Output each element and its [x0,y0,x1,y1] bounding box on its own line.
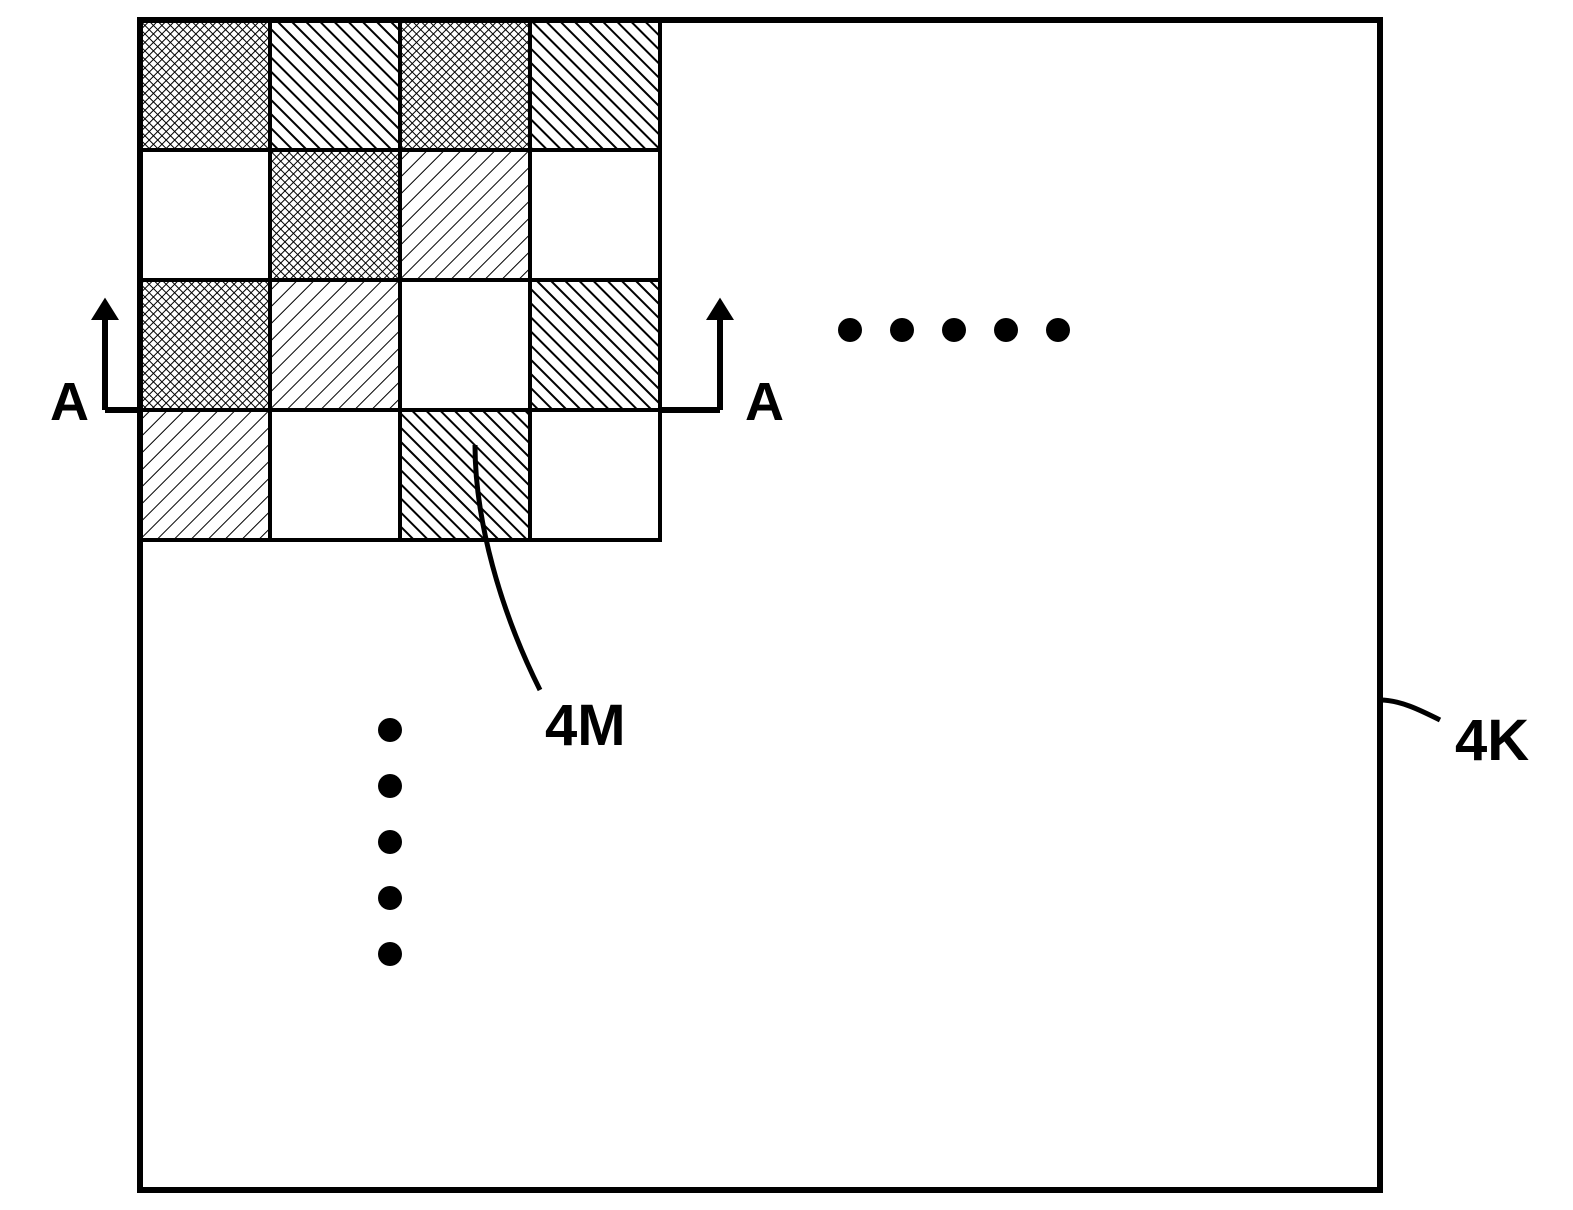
v-continuation-dot [378,718,402,742]
outer-leader [1380,700,1440,720]
grid-cell-r1-c3 [530,150,660,280]
grid-cell-r0-c0 [140,20,270,150]
h-continuation-dot [994,318,1018,342]
h-continuation-dot [890,318,914,342]
grid-cell-r3-c0 [140,410,270,540]
inner-label: 4M [545,693,626,758]
grid-cell-r3-c2 [400,410,530,540]
v-continuation-dot [378,830,402,854]
v-continuation-dot [378,886,402,910]
h-continuation-dot [838,318,862,342]
grid-cell-r2-c3 [530,280,660,410]
grid-cell-r2-c0 [140,280,270,410]
grid-cell-r1-c2 [400,150,530,280]
v-continuation-dot [378,942,402,966]
diagram-canvas: A A 4M 4K [0,0,1573,1210]
grid-cell-r2-c2 [400,280,530,410]
v-continuation-dot [378,774,402,798]
grid-cell-r1-c1 [270,150,400,280]
grid-cell-r0-c2 [400,20,530,150]
section-mark-right: A [662,298,784,432]
grid-cell-r3-c3 [530,410,660,540]
grid-cell-r2-c1 [270,280,400,410]
section-label-right: A [745,372,784,432]
section-mark-left: A [50,298,143,432]
h-continuation-dot [1046,318,1070,342]
grid-cell-r0-c1 [270,20,400,150]
grid-cell-r0-c3 [530,20,660,150]
grid-cell-r3-c1 [270,410,400,540]
grid-cell-r1-c0 [140,150,270,280]
outer-label: 4K [1455,708,1529,773]
h-continuation-dot [942,318,966,342]
section-label-left: A [50,372,89,432]
